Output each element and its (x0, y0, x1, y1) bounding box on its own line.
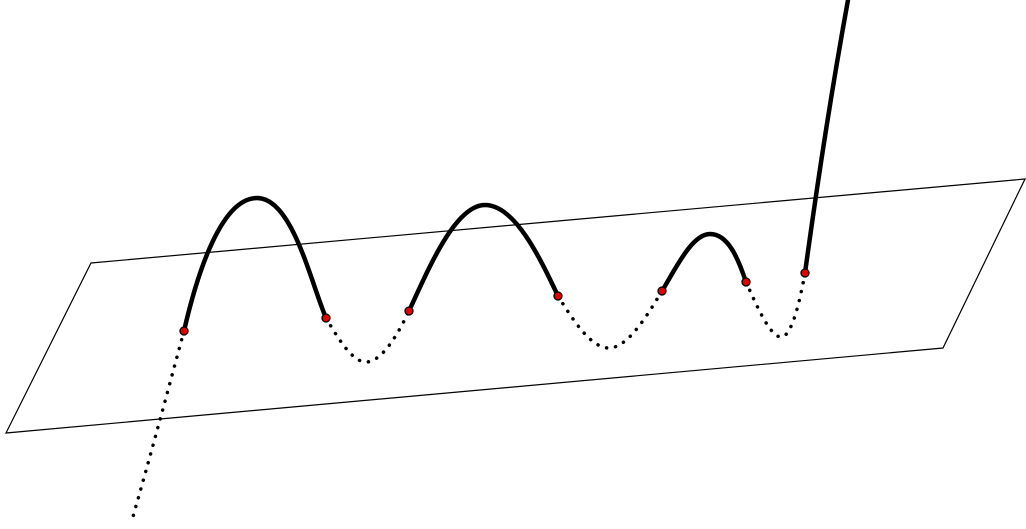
curve-below-segment-1 (324, 309, 411, 364)
curve-below-segment-left-tail (130, 329, 186, 522)
intersection-point (321, 313, 331, 323)
plane (4, 178, 1026, 434)
intersection-points (179, 268, 810, 336)
intersection-point (404, 306, 414, 316)
intersection-point (657, 286, 667, 296)
curve-above-plane (181, 0, 851, 334)
curve-below-plane (130, 271, 807, 522)
curve-above-arch-2 (406, 202, 561, 314)
intersection-point (800, 268, 810, 278)
intersection-point (179, 326, 189, 336)
intersection-point (741, 277, 751, 287)
curve-below-segment-2 (556, 289, 664, 350)
curve-below-segment-3 (744, 271, 807, 339)
curve-above-arch-1 (181, 195, 329, 334)
curve-above-arch-3 (659, 231, 749, 294)
curve-above-rising-tail (802, 0, 851, 276)
intersection-point (553, 291, 563, 301)
